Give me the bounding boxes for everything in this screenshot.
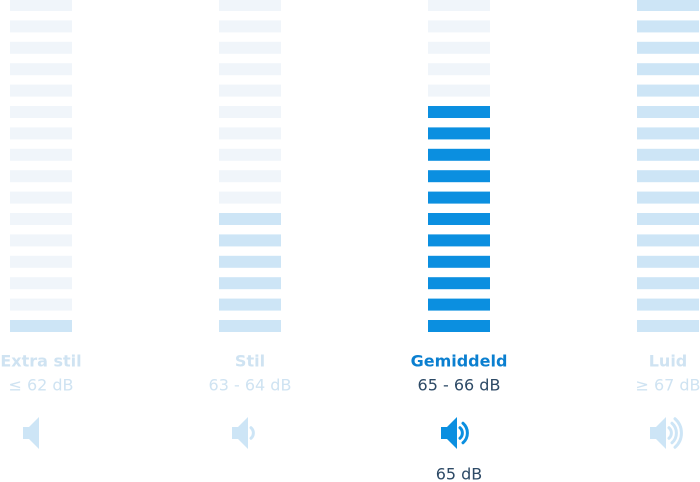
level-segment <box>10 0 72 11</box>
speaker-wave <box>461 421 469 445</box>
level-segment <box>637 20 699 33</box>
level-segment <box>10 20 72 33</box>
level-label: Extra stil <box>0 352 81 371</box>
level-segment <box>10 84 72 97</box>
speaker-body <box>232 417 248 449</box>
level-segment <box>10 255 72 268</box>
level-segment <box>637 84 699 97</box>
speaker-body <box>23 417 39 449</box>
level-segment <box>428 234 490 247</box>
level-segment <box>10 234 72 247</box>
level-label: Stil <box>235 352 265 371</box>
level-segment <box>637 41 699 54</box>
level-segment <box>637 170 699 183</box>
level-segment <box>428 127 490 140</box>
level-segment <box>428 20 490 33</box>
level-segment <box>219 320 281 332</box>
speaker-icon <box>232 417 255 449</box>
speaker-wave <box>673 417 683 449</box>
level-segment <box>219 170 281 183</box>
level-segment <box>10 170 72 183</box>
level-segment <box>10 298 72 311</box>
level-segment <box>637 127 699 140</box>
level-segment <box>637 298 699 311</box>
level-segment <box>10 41 72 54</box>
speaker-wave <box>667 426 673 440</box>
level-segment <box>428 170 490 183</box>
level-segment <box>219 213 281 225</box>
reading: 65 dB <box>436 465 483 482</box>
speaker-body <box>650 417 666 449</box>
level-segment <box>219 191 281 204</box>
level-segment <box>428 213 490 225</box>
level-segment <box>10 191 72 204</box>
level-segment <box>10 63 72 76</box>
level-segment <box>219 298 281 311</box>
level-label: Luid <box>649 352 688 371</box>
level-segment <box>637 255 699 268</box>
level-segment <box>428 298 490 311</box>
level-range: ≤ 62 dB <box>8 376 73 395</box>
level-segment <box>10 213 72 225</box>
level-segment <box>219 84 281 97</box>
speaker-wave <box>670 421 678 445</box>
level-segment <box>637 148 699 161</box>
speaker-icon <box>441 417 469 449</box>
level-segment <box>219 148 281 161</box>
level-segment <box>219 41 281 54</box>
level-segment <box>637 106 699 118</box>
level-label: Gemiddeld <box>411 352 508 371</box>
level-segment <box>637 277 699 290</box>
level-segment <box>219 255 281 268</box>
level-range: ≥ 67 dB <box>635 376 700 395</box>
speaker-wave <box>458 426 464 440</box>
speaker-wave <box>249 426 255 440</box>
level-segment <box>10 127 72 140</box>
level-segment <box>428 320 490 332</box>
level-segment <box>428 191 490 204</box>
level-segment <box>637 320 699 332</box>
level-segment <box>219 63 281 76</box>
speaker-icon <box>23 417 39 449</box>
level-segment <box>219 277 281 290</box>
level-segment <box>637 63 699 76</box>
level-segment <box>219 0 281 11</box>
level-segment <box>637 0 699 11</box>
level-segment <box>10 277 72 290</box>
level-segment <box>637 234 699 247</box>
level-segment <box>637 191 699 204</box>
level-segment <box>428 63 490 76</box>
level-segment <box>10 106 72 118</box>
level-segment <box>219 234 281 247</box>
level-segment <box>428 84 490 97</box>
level-segment <box>10 320 72 332</box>
level-segment <box>219 106 281 118</box>
level-segment <box>428 106 490 118</box>
level-segment <box>428 148 490 161</box>
level-range: 63 - 64 dB <box>209 376 292 395</box>
level-segment <box>428 255 490 268</box>
speaker-body <box>441 417 457 449</box>
level-range: 65 - 66 dB <box>418 376 501 395</box>
level-segment <box>10 148 72 161</box>
level-segment <box>428 41 490 54</box>
level-segment <box>428 277 490 290</box>
level-segment <box>637 213 699 225</box>
level-segment <box>219 20 281 33</box>
level-segment <box>219 127 281 140</box>
level-segment <box>428 0 490 11</box>
speaker-icon <box>650 417 683 449</box>
